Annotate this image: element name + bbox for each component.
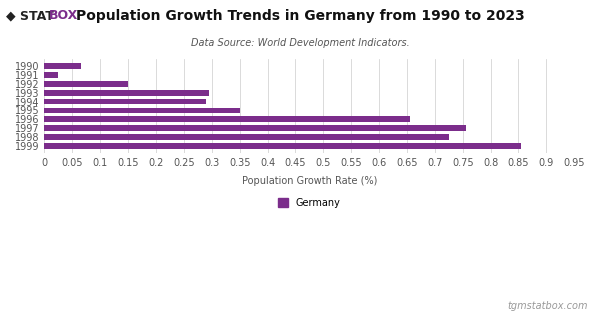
Bar	[44, 90, 209, 95]
Legend: Germany: Germany	[274, 194, 344, 212]
Bar	[44, 116, 410, 122]
Bar	[44, 134, 449, 140]
Bar	[44, 99, 206, 105]
Bar	[44, 108, 239, 113]
Text: Population Growth Trends in Germany from 1990 to 2023: Population Growth Trends in Germany from…	[76, 9, 524, 24]
Text: ◆ STAT: ◆ STAT	[6, 9, 54, 22]
Bar	[44, 63, 81, 69]
X-axis label: Population Growth Rate (%): Population Growth Rate (%)	[242, 176, 377, 186]
Bar	[44, 125, 466, 131]
Text: tgmstatbox.com: tgmstatbox.com	[508, 301, 588, 311]
Text: BOX: BOX	[49, 9, 79, 22]
Bar	[44, 143, 521, 149]
Text: Data Source: World Development Indicators.: Data Source: World Development Indicator…	[191, 38, 409, 48]
Bar	[44, 72, 58, 78]
Bar	[44, 81, 128, 87]
